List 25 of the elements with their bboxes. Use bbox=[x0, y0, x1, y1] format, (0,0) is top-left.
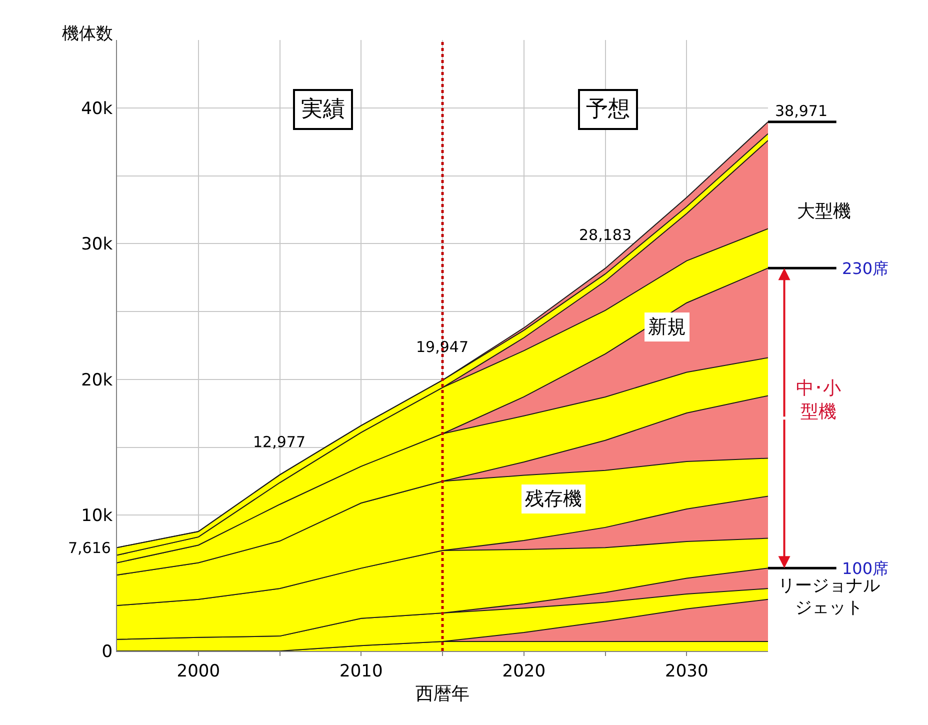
y-tick-label: 40k bbox=[81, 98, 113, 119]
y-tick-label: 30k bbox=[81, 234, 113, 255]
text: リージョナルジェット bbox=[778, 576, 880, 618]
annotation: 予想 bbox=[586, 97, 630, 122]
y-tick-label: 10k bbox=[81, 506, 113, 526]
text: 大型機 bbox=[797, 201, 851, 222]
annotation: 19,947 bbox=[416, 338, 468, 356]
annotation: 残存機 bbox=[525, 488, 582, 510]
x-tick-label: 2020 bbox=[502, 661, 546, 682]
annotation: 28,183 bbox=[579, 226, 632, 244]
y-tick-label: 0 bbox=[102, 642, 113, 662]
x-tick-label: 2030 bbox=[664, 661, 708, 682]
y-tick-label: 20k bbox=[81, 370, 113, 390]
annotation: 100席 bbox=[842, 559, 889, 578]
x-axis-title: 西暦年 bbox=[416, 684, 470, 704]
x-tick-label: 2000 bbox=[176, 661, 220, 682]
y-axis-title: 機体数 bbox=[62, 24, 113, 44]
annotation: 230席 bbox=[842, 259, 889, 278]
annotation: 実績 bbox=[301, 97, 345, 122]
annotation: 38,971 bbox=[775, 102, 828, 120]
x-tick-label: 2010 bbox=[339, 661, 383, 682]
text: 中･小型機 bbox=[796, 378, 841, 422]
annotation: 7,616 bbox=[68, 539, 111, 557]
annotation: 12,977 bbox=[253, 433, 306, 451]
annotation: 新規 bbox=[648, 316, 686, 338]
